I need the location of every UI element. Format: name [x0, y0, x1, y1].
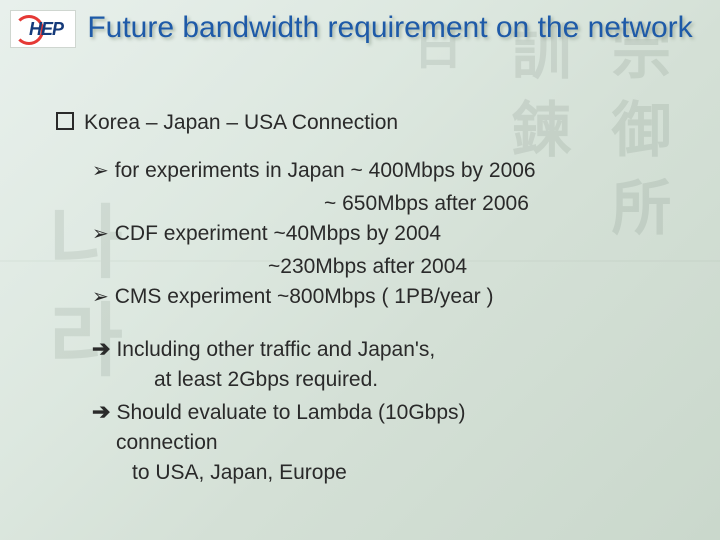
conclusion-2: Should evaluate to Lambda (10Gbps): [92, 396, 690, 428]
bullet-japan-exp-cont: ~ 650Mbps after 2006: [92, 189, 690, 219]
section-heading: Korea – Japan – USA Connection: [56, 108, 690, 138]
conclusion-2-cont1: connection: [92, 428, 690, 458]
section-text: Korea – Japan – USA Connection: [84, 111, 398, 134]
conclusion-2-cont2: to USA, Japan, Europe: [92, 458, 690, 488]
bullet-cdf-cont: ~230Mbps after 2004: [92, 252, 690, 282]
bullet-cdf: CDF experiment ~40Mbps by 2004: [92, 219, 690, 249]
conclusion-1: Including other traffic and Japan's,: [92, 333, 690, 365]
conclusion-1-cont: at least 2Gbps required.: [92, 365, 690, 395]
conclusion-block: Including other traffic and Japan's, at …: [92, 333, 690, 489]
slide: 宗御所 訓鍊 日 나라 HEP Future bandwidth require…: [0, 0, 720, 540]
slide-title: Future bandwidth requirement on the netw…: [80, 10, 700, 46]
logo-text: HEP: [23, 19, 63, 39]
square-bullet-icon: [56, 112, 74, 130]
bullet-cms: CMS experiment ~800Mbps ( 1PB/year ): [92, 282, 690, 312]
bullet-japan-exp: for experiments in Japan ~ 400Mbps by 20…: [92, 156, 690, 186]
slide-body: Korea – Japan – USA Connection for exper…: [56, 108, 690, 489]
logo: HEP: [10, 10, 76, 48]
